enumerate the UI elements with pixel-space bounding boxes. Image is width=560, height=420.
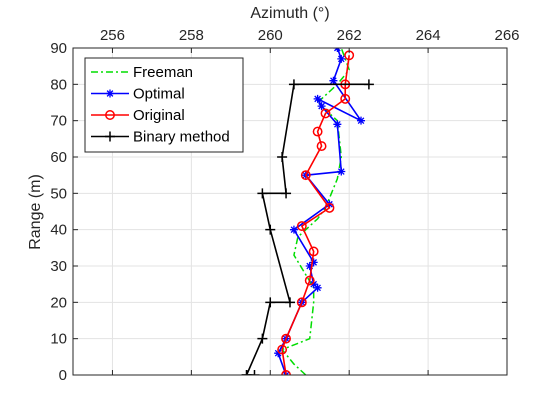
- series-freeman: [281, 48, 350, 375]
- data-point-optimal: [313, 94, 322, 103]
- data-point-binary-method: [265, 224, 276, 235]
- y-tick-label: 50: [50, 185, 67, 202]
- y-tick-label: 20: [50, 294, 67, 311]
- data-point-binary-method: [281, 188, 292, 199]
- data-point-original: [304, 275, 315, 286]
- y-tick-label: 60: [50, 149, 67, 166]
- x-tick-label: 262: [337, 27, 362, 44]
- data-point-optimal: [317, 102, 326, 111]
- x-tick-label: 258: [179, 27, 204, 44]
- x-tick-label: 266: [494, 27, 519, 44]
- legend-item-original: Original: [91, 107, 185, 124]
- data-point-binary-method: [288, 79, 299, 90]
- y-tick-label: 10: [50, 331, 67, 348]
- x-axis-ticks: 256 258 260 262 264 266: [100, 27, 520, 375]
- data-point-binary-method: [277, 152, 288, 162]
- plot-frame: [72, 47, 508, 376]
- data-point-original: [296, 221, 307, 231]
- data-point-optimal: [305, 262, 314, 270]
- legend-item-binary-method: Binary method: [91, 129, 230, 146]
- y-tick-label: 0: [59, 367, 67, 384]
- data-point-optimal: [309, 280, 318, 289]
- y-tick-label: 90: [50, 40, 67, 57]
- data-point-binary-method: [363, 79, 374, 90]
- data-point-optimal: [337, 167, 346, 176]
- data-point-original: [277, 344, 288, 355]
- data-point-original: [296, 297, 307, 308]
- legend-item-optimal: Optimal: [91, 86, 185, 103]
- legend-marker-binary-method: [105, 131, 115, 142]
- legend-marker-original: [105, 110, 115, 120]
- legend-label-original: Original: [133, 107, 185, 124]
- x-tick-label: 264: [416, 27, 441, 44]
- data-point-original: [316, 141, 327, 152]
- series-line-freeman: [281, 48, 350, 375]
- x-tick-label: 260: [258, 27, 283, 44]
- data-point-binary-method: [257, 333, 268, 344]
- data-point-binary-method: [265, 297, 276, 308]
- data-point-original: [300, 170, 311, 181]
- data-point-optimal: [274, 349, 283, 358]
- series-line-original: [281, 55, 350, 375]
- series-layer: [241, 48, 374, 375]
- data-point-original: [312, 126, 323, 137]
- data-point-optimal: [329, 76, 338, 85]
- data-point-original: [308, 246, 319, 257]
- data-point-binary-method: [241, 370, 252, 375]
- data-point-binary-method: [249, 370, 260, 375]
- legend-item-freeman: Freeman: [91, 64, 193, 81]
- y-axis-ticks: 0 10 20 30 40 50 60 70 80 90: [50, 40, 507, 384]
- legend-label-binary-method: Binary method: [133, 129, 230, 146]
- legend-label-optimal: Optimal: [133, 86, 185, 103]
- y-axis-title: Range (m): [27, 174, 44, 250]
- series-binary-method: [241, 79, 374, 375]
- x-axis-title: Azimuth (°): [250, 5, 329, 22]
- series-line-binary-method: [245, 83, 369, 375]
- y-tick-label: 80: [50, 76, 67, 93]
- y-tick-label: 30: [50, 258, 67, 275]
- legend-label-freeman: Freeman: [133, 64, 193, 81]
- data-point-optimal: [313, 283, 322, 292]
- x-tick-label: 256: [100, 27, 125, 44]
- y-tick-label: 40: [50, 222, 67, 239]
- data-point-optimal: [333, 120, 342, 129]
- data-point-optimal: [289, 225, 298, 234]
- data-point-optimal: [357, 116, 366, 125]
- data-point-original: [320, 108, 331, 119]
- data-point-binary-method: [285, 297, 295, 308]
- data-point-original: [340, 93, 351, 104]
- legend: Freeman Optimal Original Binary method: [84, 57, 244, 153]
- data-point-optimal: [337, 54, 346, 63]
- data-point-original: [281, 333, 292, 344]
- data-point-binary-method: [257, 188, 268, 199]
- data-point-optimal: [309, 258, 318, 267]
- data-point-original: [324, 202, 335, 213]
- y-tick-label: 70: [50, 113, 67, 130]
- legend-marker-optimal: [106, 89, 114, 98]
